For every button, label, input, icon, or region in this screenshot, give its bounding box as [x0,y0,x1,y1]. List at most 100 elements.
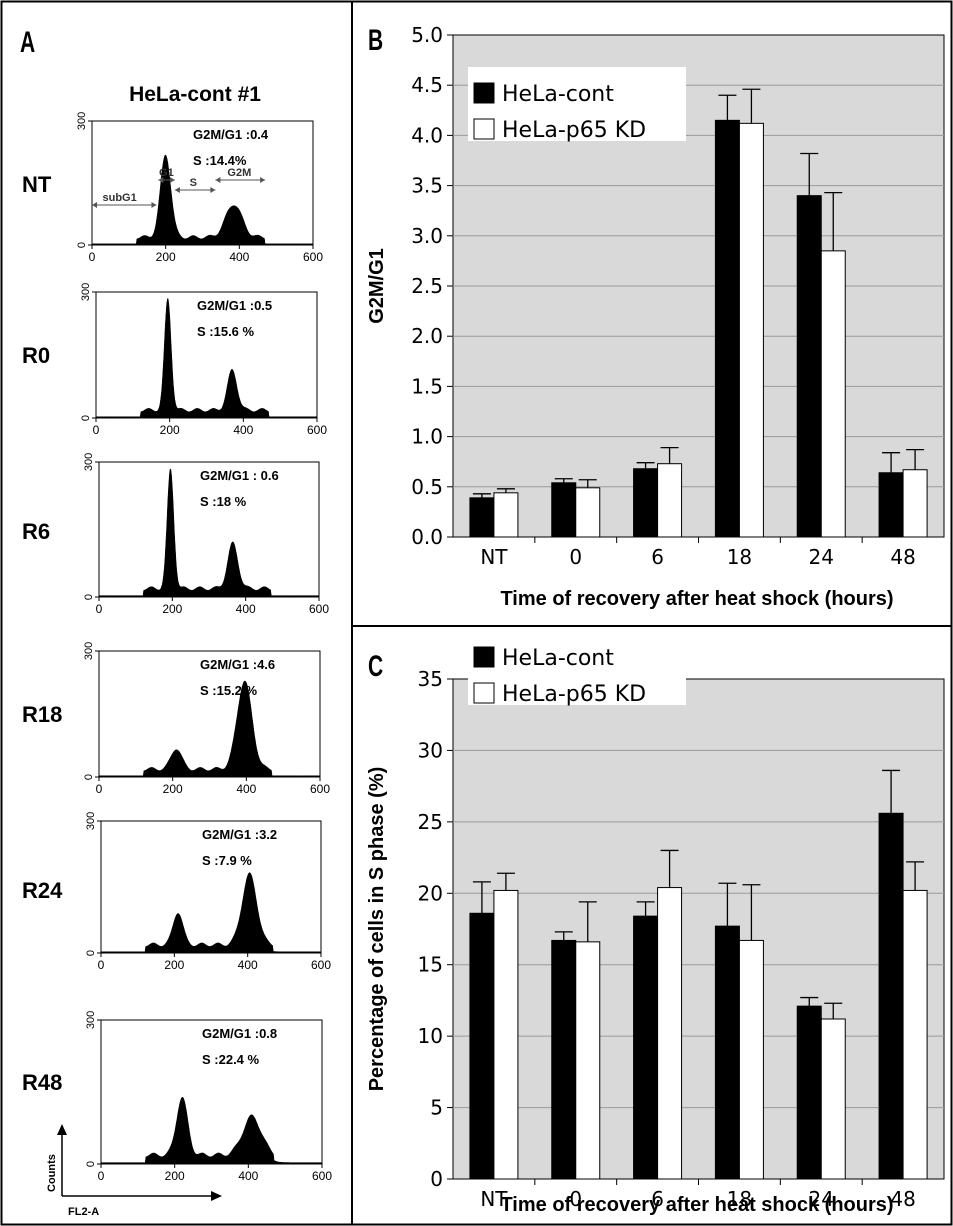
legend-label: HeLa-cont [502,82,614,107]
x-tick-label: 48 [890,545,915,569]
bar-hela-cont [551,939,577,1180]
histogram-frame [91,120,314,246]
x-tick-label: 0 [98,1169,105,1183]
x-axis-title: Time of recovery after heat shock (hours… [500,588,893,610]
x-tick-label: 18 [727,1187,752,1211]
bar-hela-p65-kd [575,487,601,538]
y-tick-label: 2.0 [411,324,443,348]
y-tick-label: 0 [430,1167,443,1191]
y-axis-title: G2M/G1 [366,248,388,324]
gate-label: G1 [159,167,174,179]
y-tick-label: 0 [76,242,88,248]
panel-a-histograms: NT 0 200 400 600 0 300 G2M/G1 :0.4 S :14.4% subG1… [22,112,332,1183]
arrow-right-icon [210,187,216,193]
legend-swatch [473,646,495,668]
histogram-frame [98,461,320,598]
y-tick-label: 5.0 [411,23,443,47]
x-tick-label: 600 [307,423,327,437]
y-tick-label: 10 [418,1024,443,1048]
x-tick-label: 600 [311,958,331,972]
histogram-frame [98,650,321,778]
arrow-right-icon [151,202,157,208]
bar-hela-p65-kd [575,941,601,1180]
x-tick-label: 24 [809,1187,834,1211]
arrow-left-icon [158,177,164,183]
fl2a-arrowhead-icon [211,1191,222,1201]
s-phase-label: S :15.2 % [200,683,258,698]
bar-hela-p65-kd [493,889,519,1180]
x-tick-label: 200 [156,250,176,264]
bar-hela-p65-kd [902,889,928,1180]
histogram-r18: R18 0 200 400 600 0 300 G2M/G1 :4.6 S :15.2 % [22,642,330,796]
bar-hela-cont [714,925,740,1180]
histogram-distribution [100,1096,323,1165]
x-tick-label: 18 [727,545,752,569]
arrow-left-icon [92,202,97,208]
g2m-g1-ratio-label: G2M/G1 :4.6 [200,657,275,672]
bar-hela-cont [796,195,822,538]
gate-label: S [190,177,197,189]
y-tick-label: 300 [80,283,92,301]
legend-label: HeLa-cont [502,646,614,671]
bar-hela-cont [714,119,740,538]
x-tick-label: NT [480,545,508,569]
s-phase-label: S :14.4% [193,153,247,168]
row-label: R24 [22,878,63,903]
legend-box [468,67,686,141]
histogram-frame [100,820,322,954]
x-tick-label: 200 [165,1169,185,1183]
histogram-r0: R0 0 200 400 600 0 300 G2M/G1 :0.5 S :15.6 % [22,283,327,437]
bar-hela-p65-kd [657,887,683,1180]
plot-area [452,678,945,1180]
x-tick-label: 400 [238,958,258,972]
y-tick-label: 300 [85,1011,97,1029]
bar-hela-p65-kd [738,122,764,538]
histogram-distribution [95,298,318,419]
y-tick-label: 1.0 [411,425,443,449]
histogram-distribution [98,468,320,598]
g2m-g1-ratio-label: G2M/G1 :3.2 [202,827,277,842]
x-tick-label: 48 [890,1187,915,1211]
x-tick-label: 6 [651,1187,664,1211]
bar-hela-cont [469,912,495,1180]
gate-label: subG1 [103,192,137,204]
counts-arrowhead-icon [57,1124,67,1135]
g2m-g1-ratio-label: G2M/G1 :0.8 [202,1026,277,1041]
histogram-nt: NT 0 200 400 600 0 300 G2M/G1 :0.4 S :14.4% subG1… [22,112,323,264]
legend-swatch [473,82,495,104]
histogram-distribution [98,680,321,778]
y-tick-label: 4.0 [411,123,443,147]
panel-a-letter: A [20,27,35,59]
y-tick-label: 4.5 [411,73,443,97]
g2m-g1-ratio-label: G2M/G1 : 0.6 [200,468,279,483]
x-tick-label: 600 [310,782,330,796]
bar-hela-p65-kd [902,469,928,538]
x-tick-label: 400 [229,250,249,264]
x-tick-label: 600 [312,1169,332,1183]
y-tick-label: 35 [418,667,443,691]
row-label: R18 [22,702,62,727]
x-tick-label: 600 [303,250,323,264]
x-axis-title: Time of recovery after heat shock (hours… [500,1194,893,1216]
x-tick-label: 400 [233,423,253,437]
fl2a-axis-label: FL2-A [68,1206,99,1218]
arrow-right-icon [260,177,266,183]
bar-hela-p65-kd [657,463,683,538]
y-tick-label: 0 [83,774,95,780]
x-tick-label: 0 [569,1187,582,1211]
legend-label: HeLa-p65 KD [502,118,646,143]
legend-box [468,631,686,705]
histogram-r48: R48 0 200 400 600 0 300 G2M/G1 :0.8 S :22.4 % [22,1011,332,1183]
y-tick-label: 1.5 [411,374,443,398]
arrow-right-icon [169,177,175,183]
s-phase-label: S :22.4 % [202,1052,260,1067]
bar-hela-cont [878,472,904,538]
s-phase-label: S :15.6 % [197,324,255,339]
x-tick-label: 400 [236,602,256,616]
x-tick-label: 0 [93,423,100,437]
bar-hela-p65-kd [820,1018,846,1180]
x-tick-label: 24 [809,545,834,569]
y-tick-label: 0.0 [411,525,443,549]
x-tick-label: 0 [569,545,582,569]
x-tick-label: 200 [160,423,180,437]
